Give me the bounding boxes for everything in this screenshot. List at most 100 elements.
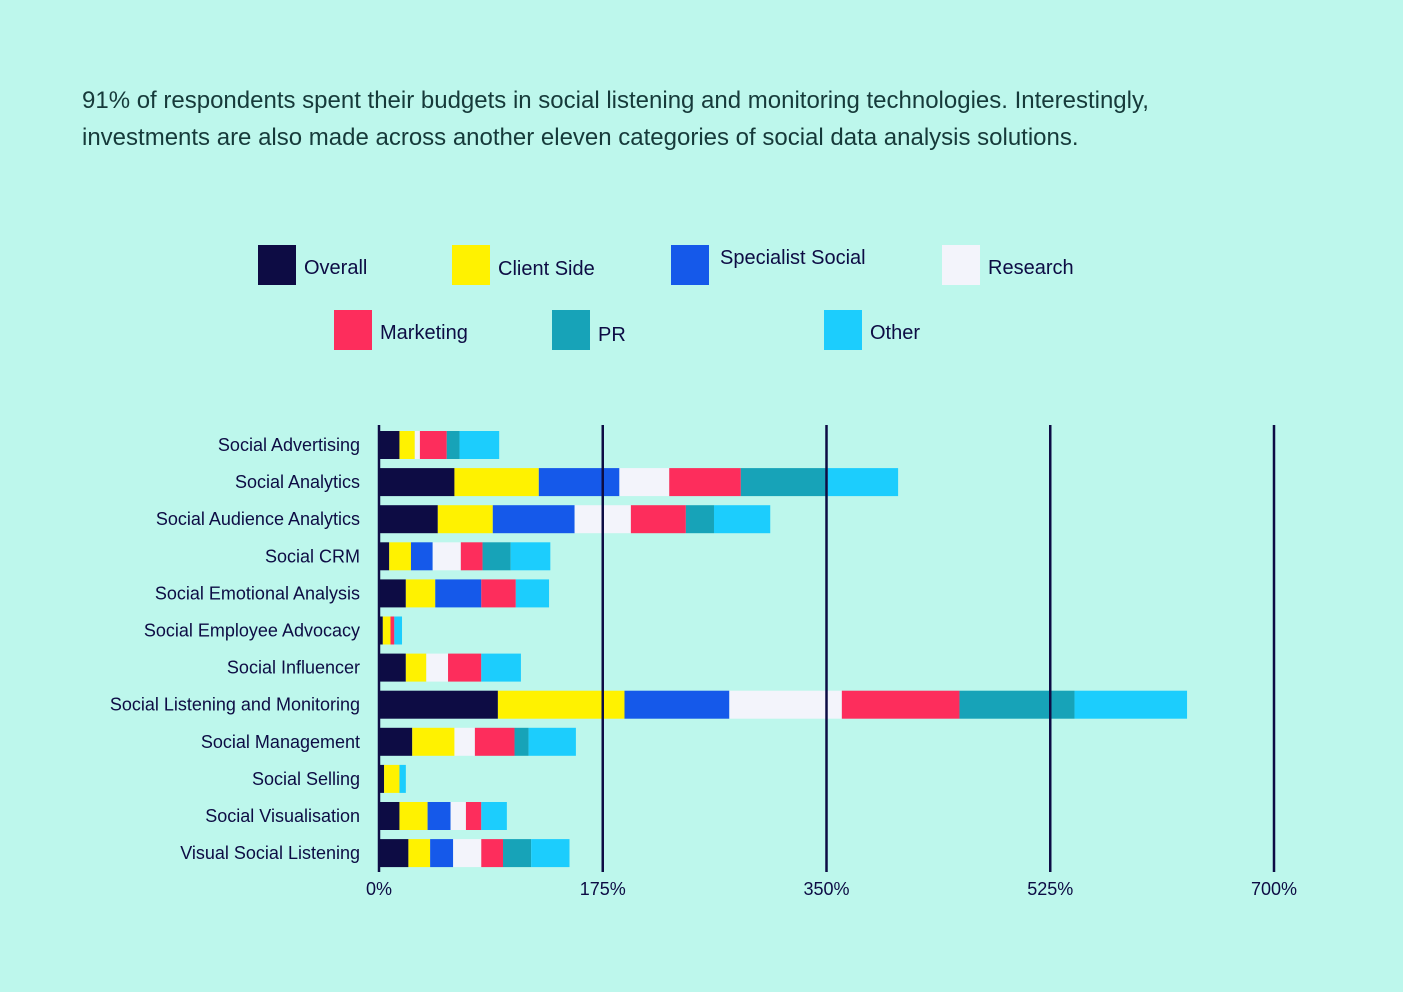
bar-social-audience-analytics-specialist-social [492, 505, 575, 534]
x-tick-label: 175% [580, 879, 626, 899]
category-label: Social CRM [265, 546, 360, 566]
bar-visual-social-listening-specialist-social [430, 839, 454, 868]
legend-swatch-specialist-social [671, 245, 709, 285]
legend-label-other: Other [870, 322, 921, 344]
bar-social-emotional-analysis-marketing [481, 579, 516, 608]
bar-social-influencer-marketing [448, 653, 482, 682]
bar-social-crm-marketing [460, 542, 483, 571]
bar-social-analytics-pr [740, 468, 828, 497]
category-label: Visual Social Listening [180, 843, 360, 863]
bar-social-audience-analytics-pr [685, 505, 714, 534]
bar-social-employee-advocacy-marketing [390, 616, 395, 645]
bar-social-management-pr [514, 727, 529, 756]
category-label: Social Advertising [218, 435, 360, 455]
bar-social-visualisation-other [481, 802, 507, 830]
legend-label-research: Research [988, 257, 1074, 279]
legend-swatch-pr [552, 310, 590, 350]
legend-swatch-overall [258, 245, 296, 285]
bar-visual-social-listening-client-side [408, 839, 431, 868]
intro-line-1: 91% of respondents spent their budgets i… [82, 87, 1149, 114]
bar-social-crm-specialist-social [410, 542, 433, 571]
category-label: Social Emotional Analysis [155, 583, 360, 603]
bar-social-employee-advocacy-other [394, 616, 403, 645]
bar-social-audience-analytics-other [713, 505, 771, 534]
bar-social-advertising-pr [446, 431, 460, 459]
bar-visual-social-listening-research [453, 839, 482, 868]
bar-social-influencer-research [426, 653, 449, 682]
bar-social-audience-analytics-overall [379, 505, 438, 534]
bar-social-management-research [454, 727, 475, 756]
bar-social-listening-and-monitoring-marketing [841, 690, 960, 719]
bar-social-advertising-research [414, 431, 420, 459]
bar-social-advertising-overall [379, 431, 400, 459]
bar-social-emotional-analysis-specialist-social [435, 579, 482, 608]
bar-social-visualisation-specialist-social [427, 802, 451, 830]
legend-swatch-marketing [334, 310, 372, 350]
legend-swatch-research [942, 245, 980, 285]
bar-social-influencer-other [481, 653, 521, 682]
bar-social-visualisation-overall [379, 802, 400, 830]
bar-social-employee-advocacy-client-side [382, 616, 391, 645]
x-tick-label: 700% [1251, 879, 1297, 899]
bar-social-advertising-marketing [419, 431, 447, 459]
bar-social-crm-overall [379, 542, 390, 571]
bar-social-listening-and-monitoring-other [1074, 690, 1188, 719]
bar-social-audience-analytics-marketing [630, 505, 686, 534]
bar-social-management-overall [379, 727, 413, 756]
bar-social-listening-and-monitoring-overall [379, 690, 498, 719]
bar-social-management-client-side [412, 727, 455, 756]
bar-social-audience-analytics-client-side [437, 505, 493, 534]
bar-social-advertising-client-side [399, 431, 415, 459]
bar-visual-social-listening-marketing [481, 839, 504, 868]
bar-social-analytics-specialist-social [538, 468, 620, 497]
bar-social-visualisation-client-side [399, 802, 428, 830]
bar-social-emotional-analysis-overall [379, 579, 406, 608]
bar-social-employee-advocacy-overall [379, 616, 383, 645]
bar-social-crm-research [432, 542, 461, 571]
bar-social-crm-client-side [389, 542, 411, 571]
bar-social-selling-overall [379, 764, 385, 793]
category-label: Social Visualisation [205, 806, 360, 826]
x-tick-label: 350% [803, 879, 849, 899]
bar-social-management-marketing [474, 727, 515, 756]
bar-social-selling-client-side [384, 764, 400, 793]
category-label: Social Management [201, 732, 360, 752]
bar-visual-social-listening-other [531, 839, 570, 868]
legend-swatch-other [824, 310, 862, 350]
category-label: Social Audience Analytics [156, 509, 360, 529]
bar-social-visualisation-marketing [465, 802, 482, 830]
legend-label-overall: Overall [304, 257, 368, 279]
category-label: Social Influencer [227, 658, 360, 678]
bar-visual-social-listening-overall [379, 839, 409, 868]
category-label: Social Employee Advocacy [144, 621, 360, 641]
bar-social-listening-and-monitoring-client-side [497, 690, 625, 719]
bar-social-listening-and-monitoring-research [729, 690, 842, 719]
bar-social-analytics-research [619, 468, 670, 497]
bar-social-crm-pr [482, 542, 511, 571]
bar-social-visualisation-research [450, 802, 466, 830]
legend-label-marketing: Marketing [380, 322, 468, 344]
bar-social-management-other [528, 727, 576, 756]
x-tick-label: 0% [366, 879, 392, 899]
legend-label-pr: PR [598, 324, 626, 346]
category-label: Social Analytics [235, 472, 360, 492]
bar-visual-social-listening-pr [503, 839, 532, 868]
bar-social-analytics-client-side [454, 468, 539, 497]
bar-social-advertising-other [459, 431, 500, 459]
bar-social-influencer-client-side [405, 653, 427, 682]
category-label: Social Listening and Monitoring [110, 695, 360, 715]
legend-swatch-client-side [452, 245, 490, 285]
legend-label-client-side: Client Side [498, 258, 595, 280]
bar-social-selling-other [399, 764, 406, 793]
legend-label-specialist-social: Specialist Social [720, 247, 866, 269]
bar-social-analytics-overall [379, 468, 455, 497]
bar-social-listening-and-monitoring-specialist-social [624, 690, 730, 719]
bar-social-emotional-analysis-other [515, 579, 550, 608]
bar-social-analytics-other [827, 468, 899, 497]
bar-social-listening-and-monitoring-pr [959, 690, 1075, 719]
bar-social-influencer-overall [379, 653, 406, 682]
bar-social-crm-other [510, 542, 551, 571]
intro-line-2: investments are also made across another… [82, 124, 1079, 151]
bar-social-analytics-marketing [669, 468, 741, 497]
